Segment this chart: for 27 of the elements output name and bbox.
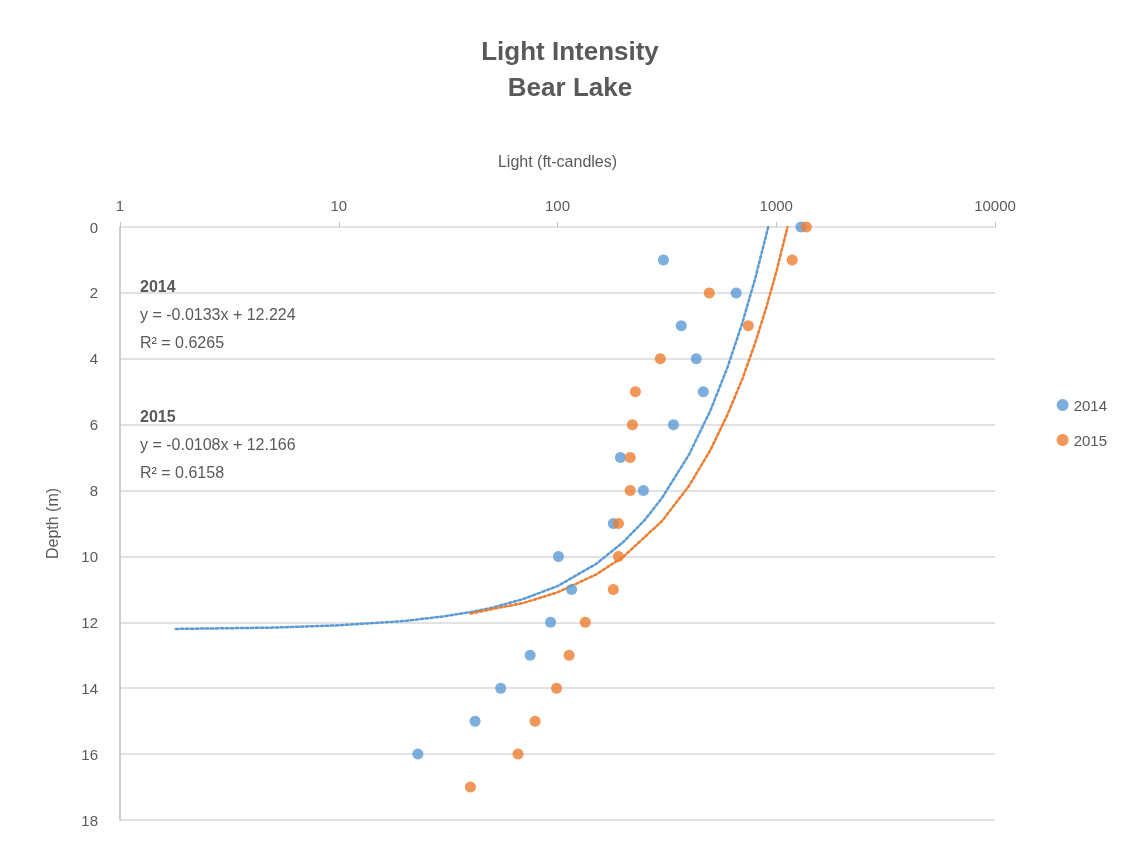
annotation: y = -0.0108x + 12.166 bbox=[140, 435, 296, 453]
annotation: y = -0.0133x + 12.224 bbox=[140, 305, 296, 323]
y-tick-label: 4 bbox=[89, 350, 98, 368]
annotation: R² = 0.6158 bbox=[140, 463, 225, 481]
x-tick-label: 10000 bbox=[974, 197, 1016, 214]
y-tick-label: 2 bbox=[89, 284, 98, 302]
annotation: 2015 bbox=[140, 407, 176, 425]
x-tick-label: 1000 bbox=[759, 197, 793, 214]
y-tick-label: 0 bbox=[89, 218, 98, 236]
x-tick-label: 10 bbox=[330, 197, 348, 214]
y-axis-title: Depth (m) bbox=[43, 487, 61, 560]
y-tick-label: 14 bbox=[81, 679, 98, 697]
y-tick-label: 6 bbox=[89, 416, 98, 434]
annotation: R² = 0.6265 bbox=[140, 333, 225, 351]
y-tick-label: 12 bbox=[81, 613, 98, 631]
chart-title: Light Intensity bbox=[481, 36, 660, 66]
legend-label: 2014 bbox=[1073, 396, 1108, 414]
annotation: 2014 bbox=[140, 277, 176, 295]
x-tick-label: 100 bbox=[544, 197, 571, 214]
legend-label: 2015 bbox=[1073, 431, 1108, 449]
y-tick-label: 16 bbox=[81, 745, 98, 763]
y-tick-label: 10 bbox=[81, 547, 98, 565]
x-axis-title: Light (ft-candles) bbox=[497, 152, 618, 170]
x-tick-label: 1 bbox=[115, 197, 125, 214]
y-tick-label: 18 bbox=[81, 811, 98, 829]
y-tick-label: 8 bbox=[89, 482, 98, 500]
chart-subtitle: Bear Lake bbox=[507, 72, 633, 102]
